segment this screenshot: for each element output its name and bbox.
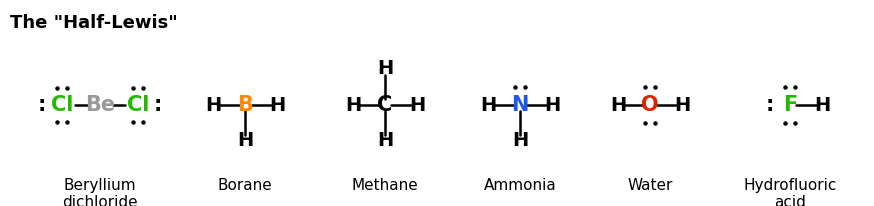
Text: Cl: Cl [51, 95, 73, 115]
Text: H: H [237, 131, 253, 151]
Text: Be: Be [85, 95, 115, 115]
Text: H: H [377, 131, 393, 151]
Text: Borane: Borane [218, 178, 273, 193]
Text: H: H [409, 96, 425, 115]
Text: H: H [544, 96, 560, 115]
Text: H: H [610, 96, 626, 115]
Text: H: H [205, 96, 221, 115]
Text: H: H [377, 60, 393, 78]
Text: Water: Water [628, 178, 673, 193]
Text: :: : [38, 95, 46, 115]
Text: Ammonia: Ammonia [483, 178, 557, 193]
Text: H: H [814, 96, 830, 115]
Text: H: H [480, 96, 496, 115]
Text: Methane: Methane [351, 178, 419, 193]
Text: Cl: Cl [127, 95, 149, 115]
Text: Hydrofluoric
acid: Hydrofluoric acid [743, 178, 836, 206]
Text: C: C [378, 95, 392, 115]
Text: The "Half-Lewis": The "Half-Lewis" [10, 14, 177, 32]
Text: :: : [766, 95, 774, 115]
Text: N: N [511, 95, 529, 115]
Text: B: B [237, 95, 253, 115]
Text: H: H [345, 96, 361, 115]
Text: H: H [512, 131, 528, 151]
Text: H: H [269, 96, 285, 115]
Text: :: : [154, 95, 163, 115]
Text: F: F [783, 95, 797, 115]
Text: H: H [674, 96, 690, 115]
Text: O: O [642, 95, 659, 115]
Text: Beryllium
dichloride: Beryllium dichloride [62, 178, 138, 206]
